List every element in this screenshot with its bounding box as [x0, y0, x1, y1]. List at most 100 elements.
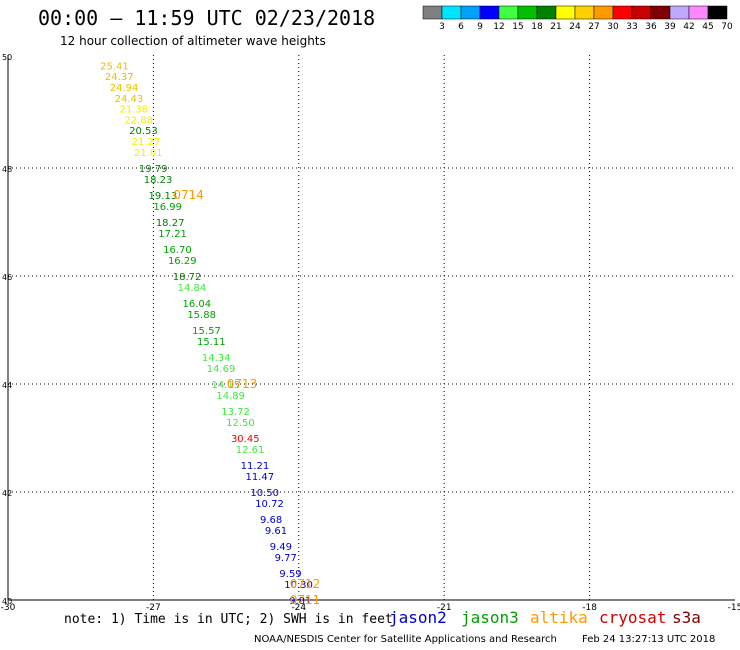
y-tick-label: 48 [2, 165, 12, 174]
colorbar-tick-label: 36 [645, 22, 657, 32]
colorbar-swatch [707, 5, 728, 20]
wave-height-label: 19.79 [139, 164, 168, 175]
colorbar-tick-label: 9 [477, 22, 483, 32]
colorbar-swatch [650, 5, 671, 20]
wave-height-label: 24.37 [105, 72, 134, 83]
chart-subtitle: 12 hour collection of altimeter wave hei… [60, 34, 326, 48]
colorbar-tick-label: 12 [493, 22, 504, 32]
wave-height-label: 25.41 [100, 61, 129, 72]
wave-height-label: 10.72 [255, 499, 284, 510]
wave-height-label: 19.13 [149, 191, 178, 202]
colorbar-swatch [688, 5, 709, 20]
colorbar-swatch [574, 5, 595, 20]
wave-height-label: 15.57 [192, 326, 221, 337]
wave-height-label: 24.43 [115, 94, 144, 105]
time-label: 0714 [173, 188, 204, 202]
wave-height-label: 15.11 [197, 337, 226, 348]
wave-height-label: 11.21 [241, 461, 270, 472]
colorbar-tick-label: 30 [607, 22, 619, 32]
wave-height-label: 9.49 [270, 542, 292, 553]
colorbar-tick-label: 21 [550, 22, 561, 32]
wave-height-label: 13.72 [221, 407, 250, 418]
colorbar-swatch [593, 5, 614, 20]
y-tick-label: 42 [2, 489, 12, 498]
y-tick-label: 46 [2, 273, 12, 282]
legend-s3a: s3a [672, 608, 701, 627]
wave-height-label: 18.27 [156, 218, 185, 229]
colorbar-swatch [517, 5, 538, 20]
colorbar-tick-label: 45 [702, 22, 713, 32]
colorbar-tick-label: 33 [626, 22, 637, 32]
wave-height-label: 21.27 [132, 137, 161, 148]
colorbar-tick-label: 24 [569, 22, 581, 32]
colorbar-swatch [479, 5, 500, 20]
footer-note: note: 1) Time is in UTC; 2) SWH is in fe… [64, 612, 393, 627]
wave-height-label: 16.70 [163, 245, 192, 256]
colorbar-swatch [669, 5, 690, 20]
x-tick-label: -27 [146, 603, 161, 613]
colorbar-tick-label: 15 [512, 22, 523, 32]
wave-height-label: 14.69 [207, 364, 236, 375]
legend-altika: altika [530, 608, 588, 627]
wave-height-label: 12.50 [226, 418, 255, 429]
wave-height-label: 12.61 [236, 445, 265, 456]
wave-height-label: 9.61 [265, 526, 287, 537]
time-label: 0712 [290, 577, 321, 591]
colorbar-swatch [422, 5, 443, 20]
wave-height-label: 30.45 [231, 434, 260, 445]
credit-text: NOAA/NESDIS Center for Satellite Applica… [254, 634, 557, 645]
wave-height-label: 16.29 [168, 256, 197, 267]
wave-height-label: 14.15 [212, 380, 241, 391]
colorbar-swatch [612, 5, 633, 20]
colorbar-swatch [536, 5, 557, 20]
wave-height-label: 22.88 [124, 115, 153, 126]
legend-jason3: jason3 [461, 608, 519, 627]
colorbar-tick-label: 18 [531, 22, 543, 32]
generated-timestamp: Feb 24 13:27:13 UTC 2018 [582, 634, 716, 645]
wave-height-label: 18.72 [173, 272, 202, 283]
colorbar-tick-label: 3 [439, 22, 445, 32]
colorbar-swatch [631, 5, 652, 20]
page-title: 00:00 – 11:59 UTC 02/23/2018 [38, 6, 376, 30]
wave-height-label: 9.81 [289, 596, 311, 607]
colorbar-swatch [498, 5, 519, 20]
colorbar-swatch [441, 5, 462, 20]
colorbar-swatch [460, 5, 481, 20]
y-tick-label: 40 [2, 597, 12, 606]
wave-height-label: 21.01 [134, 148, 163, 159]
colorbar-tick-label: 70 [721, 22, 733, 32]
wave-height-label: 16.99 [153, 202, 182, 213]
wave-height-label: 21.38 [119, 105, 148, 116]
wave-height-label: 10.30 [284, 580, 313, 591]
wave-height-label: 9.68 [260, 515, 282, 526]
wave-height-label: 10.50 [250, 488, 279, 499]
wave-height-label: 15.88 [187, 310, 216, 321]
wave-height-label: 16.04 [182, 299, 211, 310]
x-tick-label: -15 [728, 603, 740, 613]
legend-cryosat: cryosat [599, 608, 667, 627]
colorbar-tick-label: 42 [683, 22, 694, 32]
x-tick-label: -21 [437, 603, 452, 613]
wave-height-label: 20.53 [129, 126, 158, 137]
colorbar-tick-label: 39 [664, 22, 676, 32]
wave-height-label: 14.34 [202, 353, 231, 364]
wave-height-label: 17.21 [158, 229, 187, 240]
colorbar-tick-label: 6 [458, 22, 464, 32]
wave-height-label: 14.84 [178, 283, 207, 294]
x-tick-label: -18 [582, 603, 597, 613]
y-tick-label: 44 [2, 381, 12, 390]
legend-jason2: jason2 [389, 608, 447, 627]
time-label: 0713 [227, 377, 258, 391]
colorbar-swatch [555, 5, 576, 20]
wave-height-label: 9.59 [279, 569, 301, 580]
y-tick-label: 50 [2, 53, 12, 62]
wave-height-label: 24.94 [110, 83, 139, 94]
wave-height-label: 11.47 [245, 472, 274, 483]
time-label: 0711 [290, 593, 321, 607]
x-tick-label: -30 [1, 603, 16, 613]
wave-height-label: 9.77 [275, 553, 297, 564]
wave-height-label: 18.23 [144, 175, 173, 186]
wave-height-label: 14.89 [216, 391, 245, 402]
x-tick-label: -24 [291, 603, 306, 613]
